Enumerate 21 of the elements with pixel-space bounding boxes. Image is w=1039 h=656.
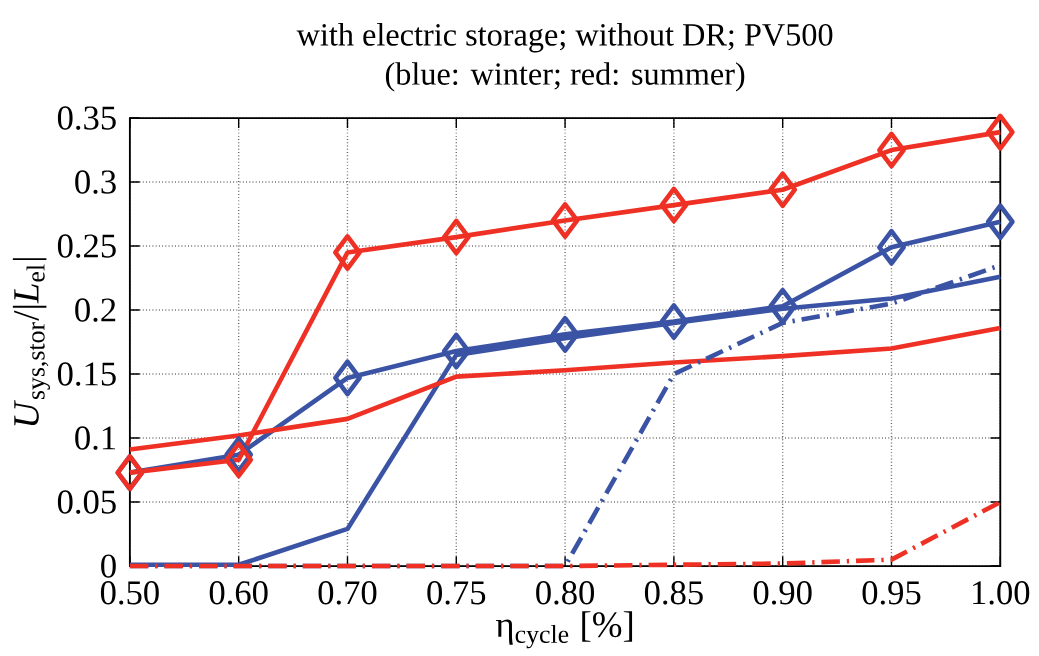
y-tick-label: 0 bbox=[101, 554, 116, 578]
x-tick-label: 0.90 bbox=[753, 581, 812, 605]
x-tick-label: 0.60 bbox=[209, 581, 268, 605]
y-tick-label: 0.15 bbox=[57, 362, 116, 386]
x-tick-label: 0.85 bbox=[644, 581, 703, 605]
x-tick-label: 0.80 bbox=[536, 581, 595, 605]
y-tick-label: 0.1 bbox=[75, 426, 116, 450]
x-tick-label: 0.70 bbox=[318, 581, 377, 605]
x-tick-label: 1.00 bbox=[973, 581, 1030, 605]
y-tick-label: 0.25 bbox=[57, 234, 116, 258]
y-tick-label: 0.2 bbox=[75, 298, 116, 322]
y-tick-label: 0.3 bbox=[75, 170, 116, 194]
x-axis-title: η$_{cycle}$ [%] bbox=[495, 611, 633, 649]
chart-title: with electric storage; without DR; PV500 bbox=[296, 22, 833, 53]
chart-subtitle: (blue: winter; red: summer) bbox=[385, 62, 745, 92]
y-tick-label: 0.05 bbox=[57, 490, 116, 514]
y-tick-label: 0.35 bbox=[57, 106, 116, 130]
x-tick-label: 0.75 bbox=[427, 581, 486, 605]
x-tick-label: 0.50 bbox=[100, 581, 159, 605]
x-tick-label: 0.95 bbox=[862, 581, 921, 605]
y-axis-title: U$_{sys,stor}$/|L$_{el}$| bbox=[12, 258, 50, 426]
